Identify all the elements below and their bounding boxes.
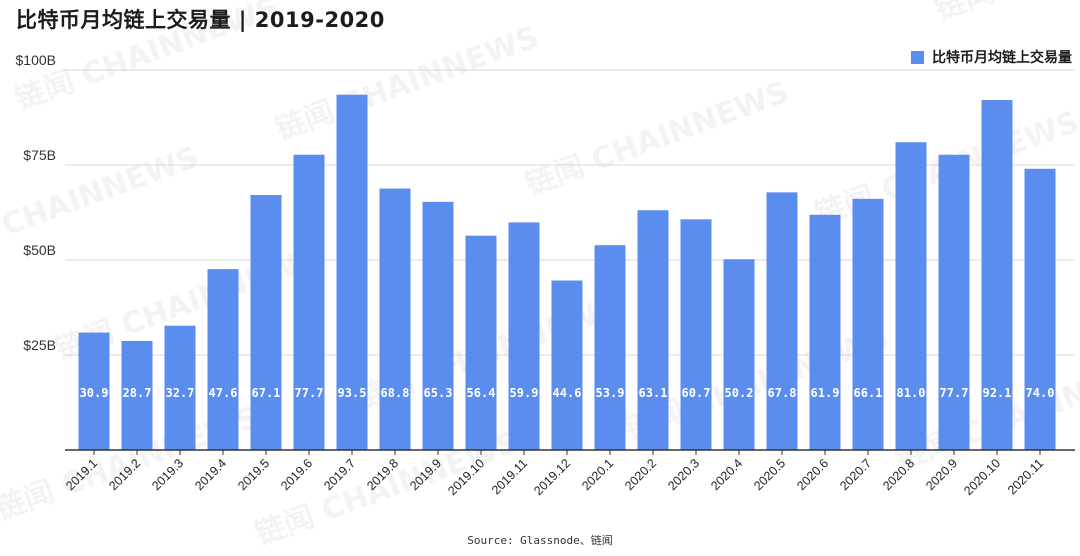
bar (293, 154, 325, 451)
bar (250, 195, 282, 450)
bar (1024, 168, 1056, 451)
y-tick-label: $75B (23, 147, 56, 163)
x-tick-label: 2020.10 (961, 456, 1003, 498)
x-tick-label: 2020.1 (579, 456, 616, 493)
bar (508, 222, 540, 450)
x-tick-label: 2020.6 (794, 456, 831, 493)
source-note: Source: Glassnode、链闻 (467, 534, 613, 547)
y-axis-ticks: $25B $50B $75B $100B (16, 52, 56, 353)
bar (551, 280, 583, 450)
bar-value-label: 77.7 (295, 386, 324, 400)
bar-value-label: 74.0 (1026, 386, 1055, 400)
x-tick-label: 2019.12 (531, 456, 573, 498)
bar-value-label: 50.2 (725, 386, 754, 400)
watermark-text: 链闻 CHAINNEWS (271, 20, 544, 148)
bar-value-label: 65.3 (424, 386, 453, 400)
bar-value-label: 53.9 (596, 386, 625, 400)
bar-value-label: 32.7 (166, 386, 195, 400)
bar-value-label: 77.7 (940, 386, 969, 400)
bar (422, 201, 454, 450)
bar (766, 192, 798, 451)
x-tick-label: 2020.4 (708, 456, 745, 493)
x-tick-label: 2020.3 (665, 456, 702, 493)
bar-value-label: 44.6 (553, 386, 582, 400)
bar (121, 340, 153, 450)
x-tick-label: 2019.4 (192, 456, 229, 493)
bar-value-label: 60.7 (682, 386, 711, 400)
y-tick-label: $100B (16, 52, 56, 68)
bar (637, 210, 669, 450)
x-tick-label: 2020.7 (837, 456, 874, 493)
x-tick-label: 2020.5 (751, 456, 788, 493)
bar (895, 142, 927, 450)
bar-value-label: 47.6 (209, 386, 238, 400)
bar-value-label: 67.1 (252, 386, 281, 400)
bar (207, 269, 239, 450)
bar-value-label: 28.7 (123, 386, 152, 400)
bar-value-label: 93.5 (338, 386, 367, 400)
bar-value-label: 63.1 (639, 386, 668, 400)
watermark-text: 链闻 CHAINNEWS (521, 75, 794, 203)
bar (336, 94, 368, 450)
bar (981, 100, 1013, 451)
bar-series: 30.9 28.7 32.7 47.6 67.1 77.7 93.5 68.8 65.3 56.4… (78, 94, 1056, 451)
chart-legend: 比特币月均链上交易量 (911, 47, 1072, 67)
bar-value-label: 59.9 (510, 386, 539, 400)
x-tick-label: 2020.11 (1005, 456, 1046, 497)
bar (680, 219, 712, 450)
y-tick-label: $25B (23, 337, 56, 353)
bar (938, 154, 970, 451)
bar-value-label: 92.1 (983, 386, 1012, 400)
bar (594, 245, 626, 450)
bar (723, 259, 755, 450)
x-tick-label: 2019.6 (278, 456, 315, 493)
chart-title: 比特币月均链上交易量 | 2019-2020 (16, 8, 385, 32)
x-tick-label: 2019.5 (235, 456, 272, 493)
bar-value-label: 81.0 (897, 386, 926, 400)
bar-value-label: 56.4 (467, 386, 496, 400)
bar-value-label: 30.9 (80, 386, 109, 400)
bar (465, 235, 497, 450)
bar (78, 332, 110, 450)
bar (852, 198, 884, 450)
bar (379, 188, 411, 450)
y-tick-label: $50B (23, 242, 56, 258)
watermark-text: 链闻 CHAINNEWS (931, 0, 1080, 28)
bar (164, 325, 196, 450)
legend-swatch (911, 50, 924, 64)
x-tick-label: 2020.2 (622, 456, 659, 493)
bar (809, 214, 841, 450)
bar-value-label: 61.9 (811, 386, 840, 400)
bar-value-label: 66.1 (854, 386, 883, 400)
legend-label: 比特币月均链上交易量 (932, 50, 1072, 66)
bar-value-label: 68.8 (381, 386, 410, 400)
bar-value-label: 67.8 (768, 386, 797, 400)
